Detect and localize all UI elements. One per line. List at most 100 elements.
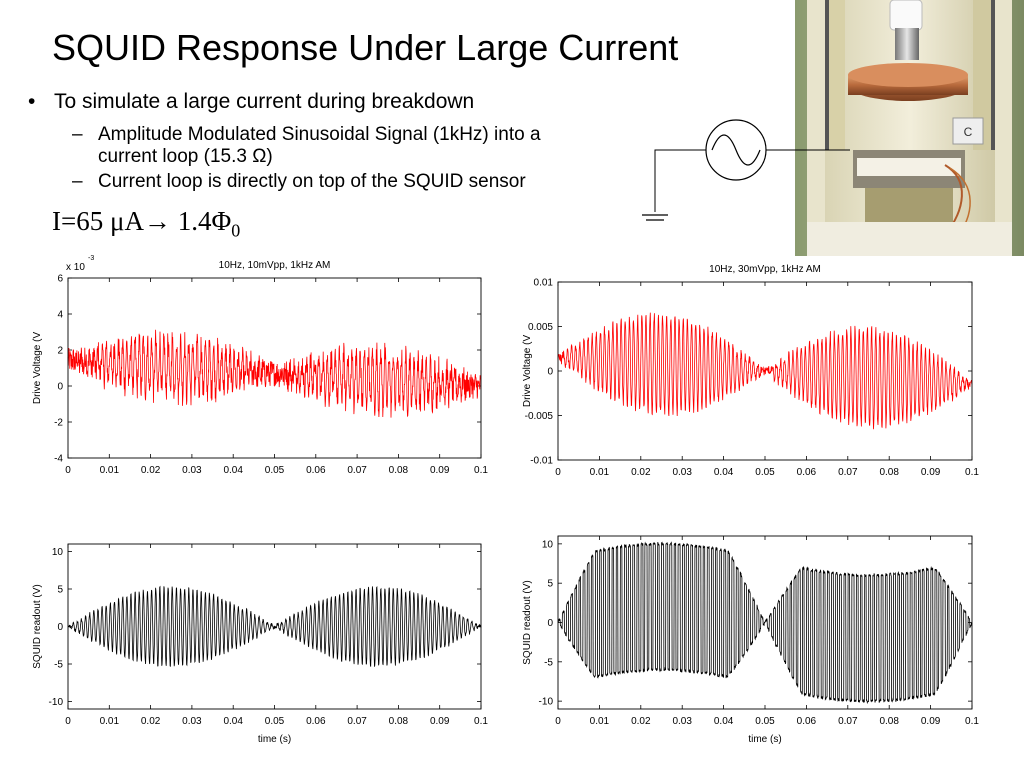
y-tick-label: 10 <box>542 539 554 550</box>
x-tick-label: 0.04 <box>223 716 243 727</box>
y-tick-label: 0.005 <box>528 322 553 333</box>
y-tick-label: -5 <box>544 657 553 668</box>
x-tick-label: 0 <box>555 467 561 478</box>
current-flux-equation: I=65 μA→ 1.4Φ0 <box>52 206 240 245</box>
x-tick-label: 0.07 <box>347 716 367 727</box>
y-tick-label: -10 <box>539 697 554 708</box>
x-axis-label: time (s) <box>258 734 291 745</box>
y-tick-label: 10 <box>52 547 64 558</box>
x-tick-label: 0.08 <box>389 465 409 476</box>
x-tick-label: 0 <box>65 716 71 727</box>
x-tick-label: 0 <box>65 465 71 476</box>
squid-setup-photo: C <box>795 0 1024 256</box>
y-axis-label: SQUID readout (V) <box>32 584 43 668</box>
x-tick-label: 0.06 <box>797 716 817 727</box>
x-tick-label: 0.04 <box>714 716 734 727</box>
sub-bullet-loop-text: Current loop is directly on top of the S… <box>98 171 526 192</box>
x-tick-label: 0.02 <box>631 467 651 478</box>
slide-title: SQUID Response Under Large Current <box>52 27 679 68</box>
x-tick-label: 0.07 <box>838 716 858 727</box>
y-tick-label: 0 <box>547 367 553 378</box>
y-tick-label: 0.01 <box>534 278 554 289</box>
x-tick-label: 0.08 <box>879 467 899 478</box>
y-tick-label: 4 <box>57 310 63 321</box>
x-tick-label: 0.01 <box>590 467 610 478</box>
y-tick-label: 5 <box>547 579 553 590</box>
exponent-value: -3 <box>88 255 94 262</box>
series-line <box>557 312 973 430</box>
x-tick-label: 0.05 <box>265 716 285 727</box>
bullet-dot: • <box>28 90 36 113</box>
y-tick-label: -5 <box>54 660 63 671</box>
chart-title: 10Hz, 30mVpp, 1kHz AM <box>709 264 821 275</box>
x-tick-label: 0.03 <box>672 467 692 478</box>
y-tick-label: -0.01 <box>530 456 553 467</box>
x-tick-label: 0.08 <box>879 716 899 727</box>
x-axis-label: time (s) <box>748 734 781 745</box>
x-tick-label: 0.09 <box>921 716 941 727</box>
x-tick-label: 0.06 <box>306 716 326 727</box>
y-axis-label: Drive Voltage (V <box>32 332 43 405</box>
signal-source-schematic <box>642 119 850 221</box>
x-tick-label: 0.05 <box>265 465 285 476</box>
x-tick-label: 0.01 <box>100 465 120 476</box>
x-tick-label: 0.09 <box>430 465 450 476</box>
sub-bullet-signal-line2: current loop (15.3 Ω) <box>98 146 273 168</box>
equation-subscript: 0 <box>231 220 241 241</box>
sub-bullet-dash: – <box>72 124 83 145</box>
x-tick-label: 0.04 <box>223 465 243 476</box>
exponent-label: x 10 <box>66 262 85 273</box>
x-tick-label: 0.01 <box>100 716 120 727</box>
x-tick-label: 0 <box>555 716 561 727</box>
x-tick-label: 0.1 <box>965 467 979 478</box>
chart-drive-10mvpp: 10Hz, 10mVpp, 1kHz AM x 10-3 Drive Voltage… <box>32 255 488 476</box>
chart-squid-10mvpp: SQUID readout (V) time (s) 0 0.01 0.02 0.03 0.… <box>32 543 488 745</box>
y-tick-label: -0.005 <box>525 411 554 422</box>
x-tick-label: 0.03 <box>182 465 202 476</box>
chart-drive-30mvpp: 10Hz, 30mVpp, 1kHz AM Drive Voltage (V 0 0.… <box>522 264 979 478</box>
plot-frame <box>557 535 973 710</box>
x-tick-label: 0.02 <box>141 465 161 476</box>
y-axis-label: SQUID readout (V) <box>522 580 533 664</box>
y-tick-label: -2 <box>54 418 63 429</box>
y-tick-label: 2 <box>57 346 63 357</box>
x-tick-label: 0.1 <box>474 465 488 476</box>
chart-title: 10Hz, 10mVpp, 1kHz AM <box>219 260 331 271</box>
x-tick-label: 0.1 <box>965 716 979 727</box>
x-tick-label: 0.09 <box>921 467 941 478</box>
series-line <box>67 585 482 667</box>
x-tick-label: 0.1 <box>474 716 488 727</box>
ground-wire <box>654 149 706 212</box>
series-line <box>67 329 482 418</box>
x-tick-label: 0.08 <box>389 716 409 727</box>
chart-squid-30mvpp: SQUID readout (V) time (s) 0 0.01 0.02 0.03 0.… <box>522 535 979 745</box>
x-tick-label: 0.05 <box>755 467 775 478</box>
x-tick-label: 0.07 <box>347 465 367 476</box>
x-tick-label: 0.07 <box>838 467 858 478</box>
sub-bullet-dash: – <box>72 171 83 192</box>
plot-frame <box>67 543 482 710</box>
equation-text: I=65 μA→ 1.4Φ <box>52 206 232 236</box>
x-tick-label: 0.01 <box>590 716 610 727</box>
x-tick-label: 0.06 <box>306 465 326 476</box>
omega-symbol: Ω <box>252 146 267 167</box>
loop-text: current loop (15.3 <box>98 146 253 167</box>
x-tick-label: 0.03 <box>182 716 202 727</box>
y-tick-label: 0 <box>57 622 63 633</box>
x-tick-label: 0.05 <box>755 716 775 727</box>
photo-c-label: C <box>964 125 973 139</box>
close-paren: ) <box>266 146 273 167</box>
plot-frame <box>67 277 482 459</box>
sub-bullet-signal-line1: Amplitude Modulated Sinusoidal Signal (1… <box>98 124 541 145</box>
plot-frame <box>557 281 973 461</box>
x-tick-label: 0.04 <box>714 467 734 478</box>
y-tick-label: -4 <box>54 454 63 465</box>
y-tick-label: 0 <box>547 618 553 629</box>
y-tick-label: 5 <box>57 585 63 596</box>
x-tick-label: 0.03 <box>672 716 692 727</box>
bullet-main-text: To simulate a large current during break… <box>54 90 475 113</box>
y-tick-label: -10 <box>49 697 64 708</box>
y-axis-label: Drive Voltage (V <box>522 335 533 408</box>
y-tick-label: 0 <box>57 382 63 393</box>
y-tick-label: 6 <box>57 274 63 285</box>
